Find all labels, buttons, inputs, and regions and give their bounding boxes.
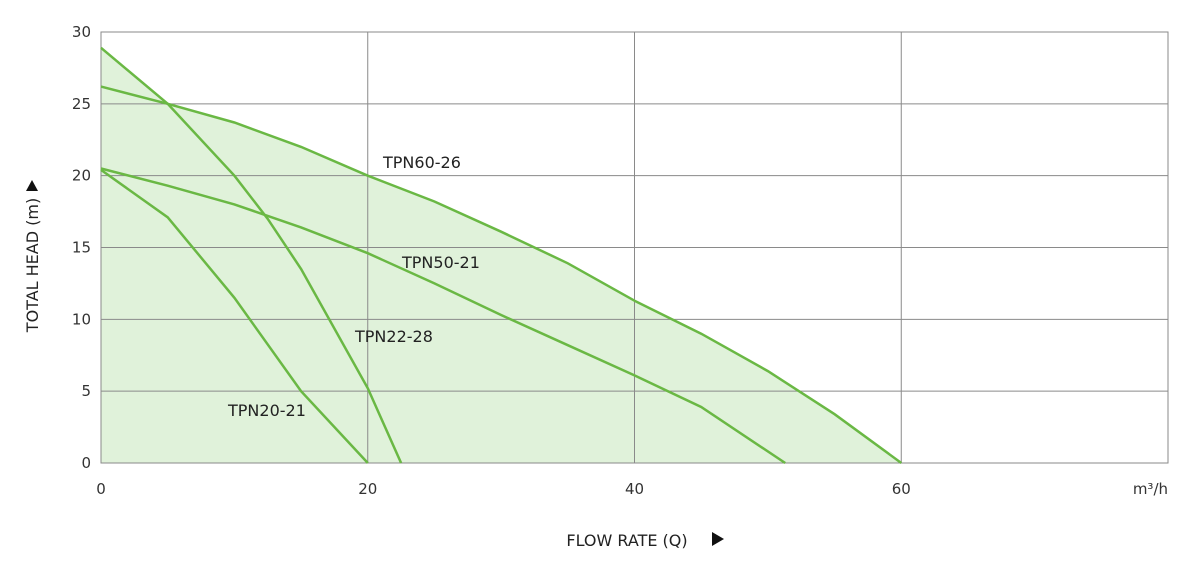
series-label: TPN60-26 (382, 153, 461, 172)
y-tick-label: 30 (72, 23, 91, 41)
area-fill (101, 169, 368, 463)
series-label: TPN22-28 (354, 327, 433, 346)
y-tick-label: 25 (72, 95, 91, 113)
y-axis-arrow (26, 180, 38, 191)
y-tick-label: 5 (81, 382, 91, 400)
x-unit: m³/h (1133, 480, 1168, 498)
curve (100, 168, 369, 464)
y-tick-label: 15 (72, 239, 91, 257)
y-tick-label: 20 (72, 167, 91, 185)
curve (100, 167, 786, 465)
x-axis-arrow (712, 532, 724, 546)
x-tick-label: 0 (96, 480, 106, 498)
y-tick-label: 0 (81, 454, 91, 472)
y-tick-label: 10 (72, 310, 91, 328)
series-label: TPN50-21 (401, 253, 480, 272)
y-axis-label: TOTAL HEAD (m) (23, 198, 42, 333)
curve (100, 46, 403, 464)
plot-border (100, 31, 1169, 464)
x-tick-label: 60 (892, 480, 911, 498)
curve (100, 85, 903, 465)
x-tick-label: 40 (625, 480, 644, 498)
series-label: TPN20-21 (227, 401, 306, 420)
x-tick-label: 20 (358, 480, 377, 498)
x-axis-label: FLOW RATE (Q) (566, 531, 687, 550)
